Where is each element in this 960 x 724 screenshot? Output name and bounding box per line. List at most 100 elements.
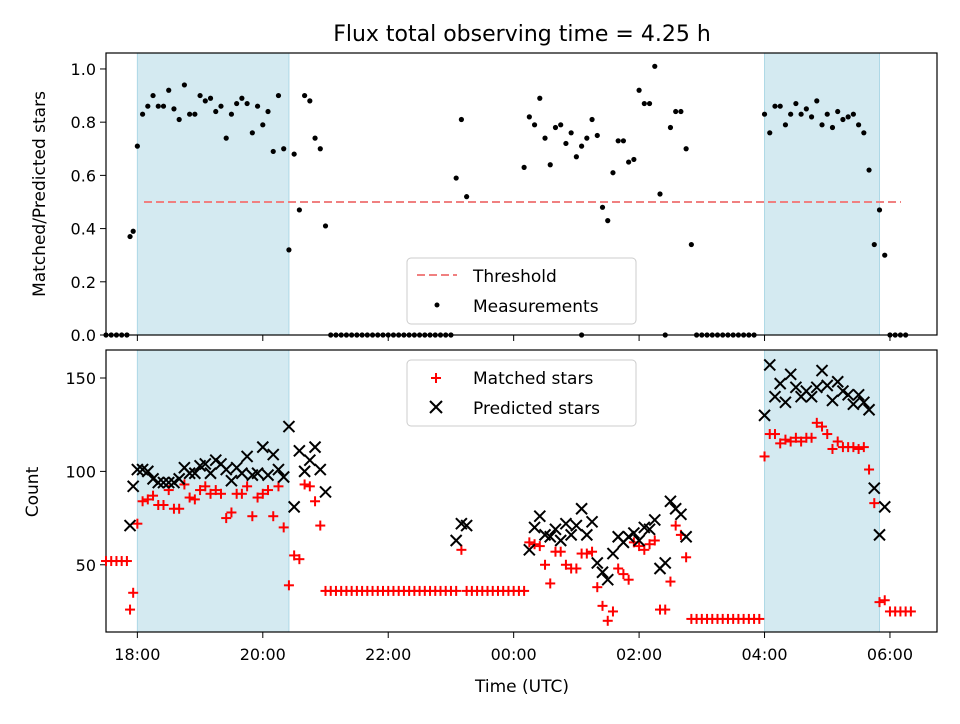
data-point (769, 429, 780, 440)
data-point (148, 490, 159, 501)
data-point (897, 332, 904, 338)
data-point (850, 111, 856, 117)
data-point (751, 332, 757, 338)
data-point (774, 377, 787, 390)
data-point (709, 332, 715, 338)
data-point (720, 332, 726, 338)
data-point (174, 503, 185, 514)
data-point (905, 606, 916, 617)
data-point (856, 122, 862, 128)
data-point (564, 528, 578, 542)
chart-title: Flux total observing time = 4.25 h (333, 22, 711, 47)
data-point (213, 108, 219, 115)
data-point (649, 535, 660, 546)
data-point (573, 154, 579, 160)
data-point (592, 582, 603, 593)
data-point (247, 511, 258, 522)
data-point (826, 394, 839, 407)
x-tick-label: 06:00 (867, 645, 913, 664)
data-point (780, 434, 791, 445)
data-point (579, 332, 585, 338)
data-point (251, 467, 264, 480)
data-point (861, 130, 867, 136)
data-point (683, 146, 689, 152)
data-point (456, 544, 467, 555)
data-point (542, 135, 548, 141)
data-point (249, 130, 255, 136)
data-point (615, 138, 621, 144)
data-point (641, 100, 647, 107)
data-point (221, 513, 232, 524)
data-point (892, 332, 898, 338)
legend-predicted-swatch (429, 400, 443, 414)
data-point (741, 332, 747, 338)
data-point (451, 585, 462, 596)
data-point (678, 108, 684, 115)
data-point (317, 146, 323, 152)
data-point (519, 585, 530, 596)
data-point (784, 368, 797, 381)
data-point (254, 103, 261, 109)
data-point (406, 332, 412, 338)
data-point (448, 332, 454, 338)
data-point (205, 488, 216, 499)
data-point (123, 519, 137, 532)
data-point (460, 519, 473, 532)
data-point (265, 108, 271, 115)
data-point (286, 247, 292, 253)
data-point (841, 388, 855, 402)
data-point (767, 130, 773, 136)
data-point (192, 111, 198, 117)
data-point (272, 463, 285, 476)
data-point (571, 563, 582, 574)
data-point (570, 519, 583, 532)
data-point (646, 100, 653, 107)
data-point (552, 124, 559, 131)
series-predicted-stars (123, 358, 891, 586)
data-point (540, 559, 551, 570)
bottom-panel: 50 100 150 18:00 20:00 22:00 00:00 02:00 04:00 06… (65, 349, 938, 664)
data-point (308, 440, 322, 454)
x-tick-label: 02:00 (616, 645, 662, 664)
data-point (152, 476, 165, 489)
data-point (215, 488, 226, 499)
data-point (848, 442, 859, 453)
data-point (674, 508, 688, 521)
data-point (349, 332, 355, 338)
data-point (411, 332, 417, 338)
data-point (126, 480, 140, 493)
data-point (544, 530, 557, 543)
data-point (768, 390, 782, 403)
data-point (754, 613, 765, 624)
data-point (591, 556, 604, 570)
data-point (223, 135, 229, 141)
shaded-interval (764, 52, 881, 336)
data-point (523, 543, 536, 557)
data-point (281, 146, 287, 152)
data-point (858, 442, 869, 453)
data-point (278, 522, 289, 533)
data-point (735, 332, 741, 338)
legend-matched-swatch (431, 373, 441, 383)
data-point (210, 485, 221, 496)
data-point (380, 332, 386, 338)
data-point (887, 332, 893, 338)
data-point (903, 332, 909, 338)
data-point (275, 92, 282, 99)
data-point (167, 476, 181, 489)
data-point (563, 140, 569, 147)
x-tick-label: 00:00 (491, 645, 537, 664)
data-point (862, 403, 876, 416)
data-point (789, 381, 803, 394)
data-point (790, 432, 801, 443)
data-point (679, 530, 693, 543)
data-point (172, 472, 186, 486)
data-point (597, 600, 608, 611)
data-point (166, 87, 172, 93)
data-point (240, 450, 254, 463)
data-point (207, 95, 214, 101)
data-point (879, 595, 890, 606)
data-point (304, 481, 315, 492)
data-point (869, 498, 880, 509)
data-point (868, 481, 881, 495)
